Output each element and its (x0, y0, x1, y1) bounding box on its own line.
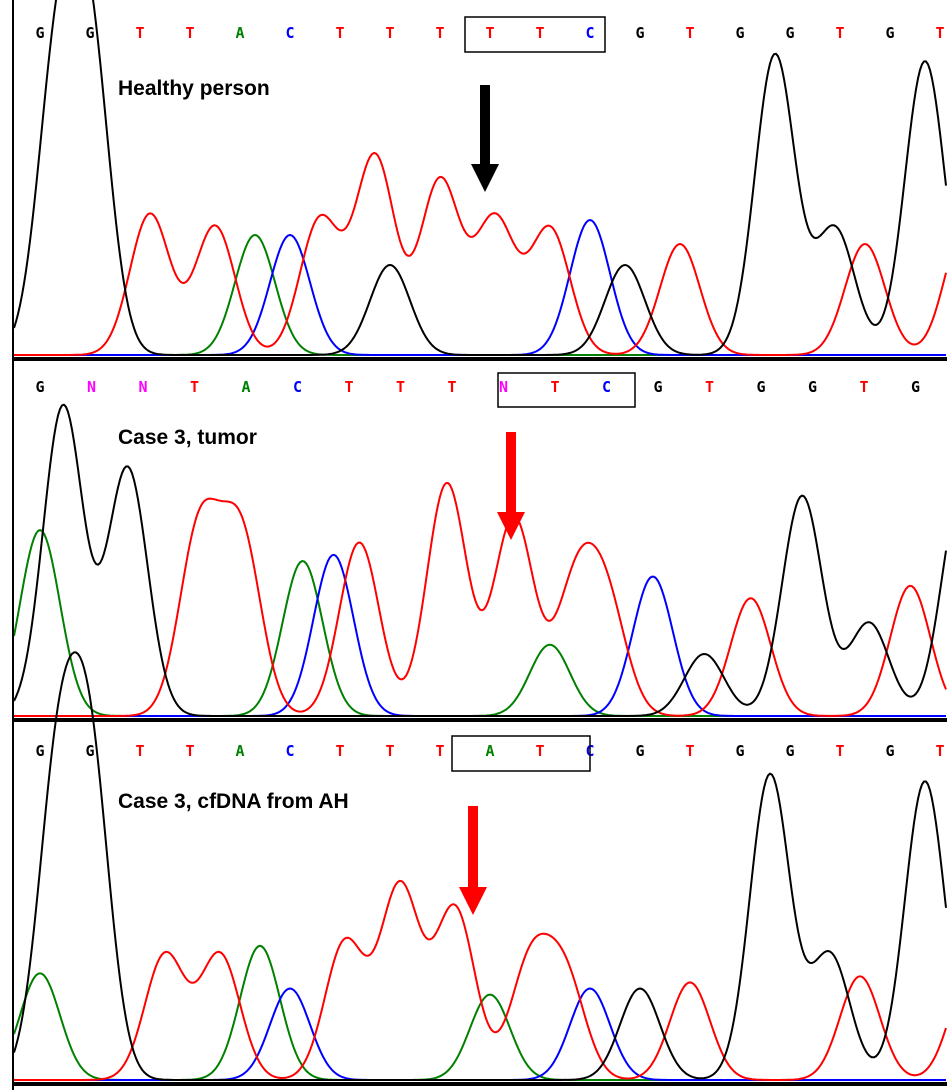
panel-label: Healthy person (118, 77, 270, 100)
trace-cfdna-C (14, 987, 946, 1081)
left-frame-edge (12, 0, 14, 1090)
arrow-head-icon (459, 887, 487, 915)
base-call-letter: G (885, 742, 894, 760)
base-call-letter: T (335, 742, 344, 760)
base-call-letter: T (485, 24, 494, 42)
base-call-letter: C (285, 24, 294, 42)
base-call-letter: T (385, 742, 394, 760)
base-call-letter: T (685, 24, 694, 42)
panel-case3-tumor: G N N T A C T T T N T C G T G G T G Case 3, tumor (13, 372, 947, 722)
base-call-letter: G (735, 24, 744, 42)
base-call-letter: G (85, 742, 94, 760)
base-call-letter: A (241, 378, 250, 396)
base-call-letter: G (885, 24, 894, 42)
panel-label: Case 3, cfDNA from AH (118, 790, 349, 813)
base-call-letter: A (485, 742, 494, 760)
base-call-letter: A (235, 742, 244, 760)
baseline-bar (14, 357, 947, 361)
mutation-site-box (464, 16, 606, 53)
base-call-letter: G (911, 378, 920, 396)
base-call-letter: T (835, 742, 844, 760)
baseline-bar (14, 1082, 947, 1086)
base-call-letter: T (685, 742, 694, 760)
trace-cfdna-A (13, 944, 946, 1081)
trace-tumor-A (13, 529, 946, 717)
base-call-letter: A (235, 24, 244, 42)
base-call-letter: N (138, 378, 147, 396)
trace-tumor-C (14, 553, 946, 717)
panel-healthy-person: G G T T A C T T T T T C G T G G T G T Healthy person (13, 0, 947, 361)
base-call-letter: T (535, 24, 544, 42)
arrow-shaft (480, 85, 490, 170)
trace-cfdna-T (14, 879, 947, 1081)
base-call-letter: T (344, 378, 353, 396)
trace-cfdna-G (13, 651, 947, 1081)
base-call-letter: T (396, 378, 405, 396)
base-call-letter: T (190, 378, 199, 396)
base-call-letter: T (835, 24, 844, 42)
base-call-letter: G (653, 378, 662, 396)
mutation-site-box (451, 735, 591, 772)
mutation-site-box (497, 372, 636, 408)
base-call-letter: G (785, 742, 794, 760)
trace-tumor-T (14, 482, 947, 717)
trace-healthy-A (14, 234, 946, 356)
base-call-letter: G (35, 742, 44, 760)
base-call-letter: C (585, 24, 594, 42)
base-call-letter: G (85, 24, 94, 42)
base-call-letter: T (435, 742, 444, 760)
base-call-letter: G (785, 24, 794, 42)
panel-label: Case 3, tumor (118, 426, 257, 449)
base-call-letter: T (705, 378, 714, 396)
arrow-shaft (468, 806, 478, 893)
trace-tumor-G (13, 403, 947, 717)
base-call-letter: T (447, 378, 456, 396)
trace-healthy-C (14, 219, 946, 356)
base-call-letter: C (285, 742, 294, 760)
arrow-shaft (506, 432, 516, 518)
base-call-letter: G (35, 24, 44, 42)
trace-healthy-G (13, 0, 947, 356)
base-call-letter: T (935, 24, 944, 42)
base-call-letter: T (935, 742, 944, 760)
base-call-letter: T (535, 742, 544, 760)
base-call-letter: G (756, 378, 765, 396)
base-call-letter: N (499, 378, 508, 396)
base-call-letter: T (135, 24, 144, 42)
base-call-letter: C (602, 378, 611, 396)
base-call-letter: T (135, 742, 144, 760)
baseline-bar (14, 718, 947, 722)
base-call-letter: T (185, 742, 194, 760)
base-call-letter: T (385, 24, 394, 42)
base-call-letter: T (550, 378, 559, 396)
base-call-letter: G (635, 742, 644, 760)
trace-healthy-T (14, 152, 947, 356)
base-call-letter: T (859, 378, 868, 396)
base-call-letter: G (35, 378, 44, 396)
base-call-letter: C (293, 378, 302, 396)
base-call-letter: G (635, 24, 644, 42)
base-call-letter: T (185, 24, 194, 42)
base-call-letter: G (735, 742, 744, 760)
base-call-letter: T (435, 24, 444, 42)
base-call-letter: T (335, 24, 344, 42)
base-call-letter: N (87, 378, 96, 396)
arrow-head-icon (471, 164, 499, 192)
arrow-head-icon (497, 512, 525, 540)
base-call-letter: G (808, 378, 817, 396)
